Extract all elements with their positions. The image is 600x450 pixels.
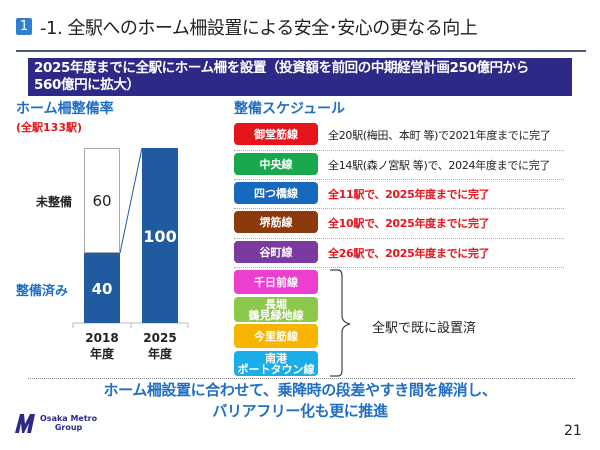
footer-message: ホーム柵設置に合わせて、乗降時の段差やすき間を解消し、 バリアフリー化も更に推進 — [0, 380, 600, 422]
x-label-suffix: 年度 — [147, 347, 172, 361]
schedule-text: 全20駅(梅田、本町 等)で2021年度までに完了 — [328, 129, 551, 142]
label-unfinished: 未整備 — [36, 195, 73, 209]
line-badge-midosuji: 御堂筋線 — [234, 123, 318, 145]
banner-line-1: 2025年度までに全駅にホーム柵を設置（投資額を前回の中期経営計画250億円から — [34, 60, 529, 76]
x-label-2018: 2018 年度 — [77, 330, 127, 362]
row-divider — [234, 208, 564, 209]
line-badge-tanimachi: 谷町線 — [234, 241, 318, 263]
line-badge-sennichimae: 千日前線 — [234, 270, 318, 294]
section-number-badge: 1 — [16, 18, 32, 35]
footer-line-1: ホーム柵設置に合わせて、乗降時の段差やすき間を解消し、 — [103, 381, 497, 399]
osaka-metro-logo: Osaka Metro Group — [14, 412, 97, 434]
bar-2018-finished: 40 — [84, 253, 120, 323]
footer-divider — [28, 378, 575, 379]
footer-line-2: バリアフリー化も更に推進 — [212, 402, 388, 420]
schedule-text: 全11駅で、2025年度までに完了 — [328, 188, 490, 201]
metro-m-icon — [15, 414, 35, 433]
connector-line — [119, 147, 143, 254]
rate-heading: ホーム柵整備率 — [16, 101, 114, 117]
completed-note: 全駅で既に設置済 — [372, 321, 477, 336]
bar-2025-finished: 100 — [142, 148, 178, 323]
schedule-text: 全14駅(森ノ宮駅 等)で、2024年度までに完了 — [328, 159, 551, 172]
x-label-2025: 2025 年度 — [135, 330, 185, 362]
brace-icon — [330, 269, 351, 377]
bar-2018-unfinished: 60 — [84, 148, 120, 253]
x-label-suffix: 年度 — [89, 347, 114, 361]
banner-line-2: 560億円に拡大） — [34, 77, 140, 93]
row-divider — [234, 238, 564, 239]
value-label: 40 — [91, 279, 113, 298]
slide-title: -1. 全駅へのホーム柵設置による安全･安心の更なる向上 — [40, 18, 478, 39]
x-label-year: 2018 — [85, 331, 119, 345]
title-underline — [16, 50, 586, 52]
value-label: 100 — [143, 226, 177, 246]
line-badge-yotsubashi: 四つ橋線 — [234, 182, 318, 204]
logo-text-2: Group — [54, 423, 83, 432]
schedule-text: 全10駅で、2025年度までに完了 — [328, 217, 490, 230]
x-label-year: 2025 — [143, 331, 177, 345]
schedule-text: 全26駅で、2025年度までに完了 — [328, 247, 490, 260]
line-badge-imazatosuji: 今里筋線 — [234, 324, 318, 348]
row-divider — [234, 267, 564, 268]
row-divider — [234, 150, 564, 151]
rate-subheading: (全駅133駅) — [16, 121, 83, 134]
summary-banner: 2025年度までに全駅にホーム柵を設置（投資額を前回の中期経営計画250億円から… — [28, 58, 572, 96]
line-badge-chuo: 中央線 — [234, 153, 318, 175]
line-badge-nagahori-tsurumi-ryokuchi: 長堀 鶴見緑地線 — [234, 297, 318, 322]
label-finished: 整備済み — [16, 284, 69, 299]
row-divider — [234, 179, 564, 180]
page-number: 21 — [564, 423, 582, 439]
schedule-heading: 整備スケジュール — [234, 101, 346, 117]
line-badge-nanko-port-town: 南港 ポートタウン線 — [234, 351, 318, 376]
logo-text-1: Osaka Metro — [40, 414, 98, 423]
line-badge-sakaisuji: 堺筋線 — [234, 211, 318, 233]
value-label: 60 — [92, 192, 112, 211]
